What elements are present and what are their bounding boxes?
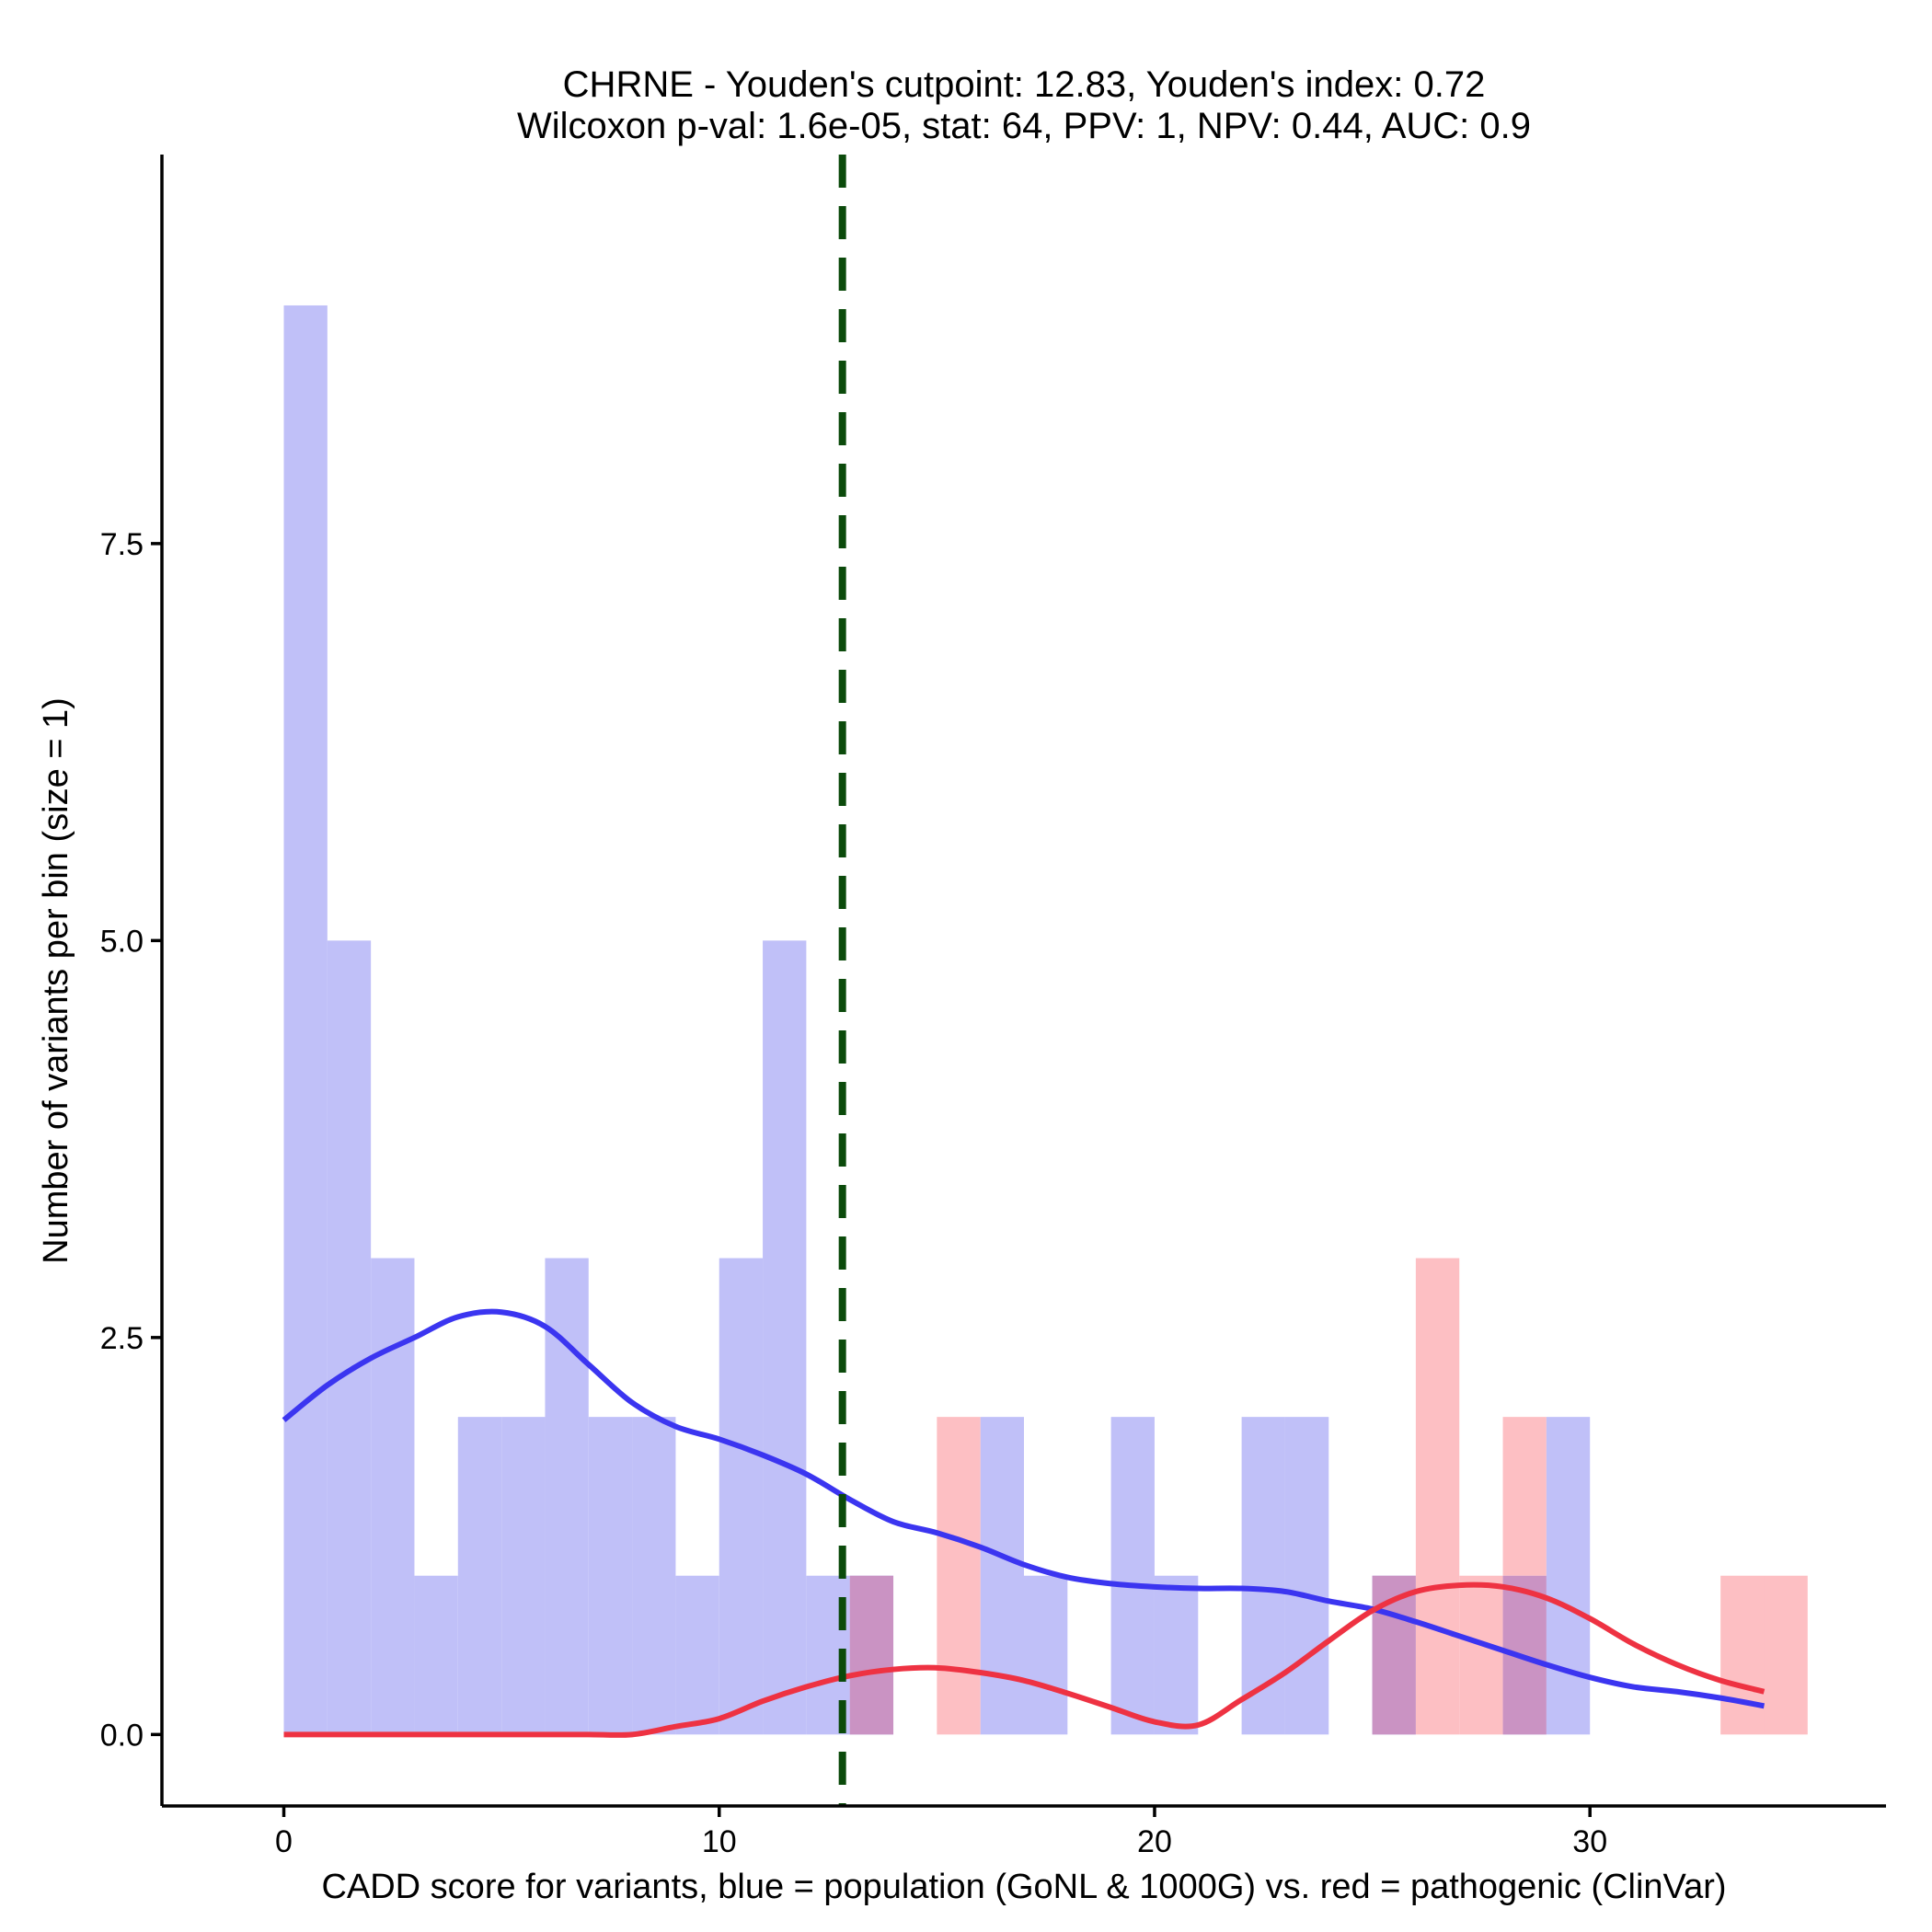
pathogenic-bar: [1415, 1258, 1460, 1735]
overlap-bar: [849, 1575, 894, 1735]
population-bar: [457, 1417, 502, 1735]
population-bar: [980, 1417, 1024, 1735]
y-tick-label: 7.5: [100, 527, 144, 562]
population-bar: [719, 1258, 764, 1735]
population-bar: [675, 1575, 719, 1735]
axes-layer: [160, 155, 1886, 1808]
x-axis-title: CADD score for variants, blue = populati…: [321, 1868, 1726, 1906]
population-bar: [1284, 1417, 1329, 1735]
population-bar: [632, 1417, 676, 1735]
population-bar: [588, 1417, 633, 1735]
pathogenic-bar: [1459, 1575, 1503, 1735]
x-tick-label: 30: [1572, 1824, 1607, 1859]
population-bar: [1024, 1575, 1068, 1735]
x-tick-label: 10: [702, 1824, 737, 1859]
x-tick-label: 20: [1137, 1824, 1172, 1859]
pathogenic-bar: [1502, 1417, 1547, 1576]
pathogenic-bar: [1764, 1575, 1808, 1735]
density-lines-layer: [282, 155, 1765, 1806]
population-bar: [1110, 1417, 1155, 1735]
population-density-line: [282, 1308, 1765, 1709]
bars-layer: [283, 305, 1808, 1735]
chart-title: CHRNE - Youden's cutpoint: 12.83, Youden…: [563, 64, 1486, 105]
population-bar: [1154, 1575, 1199, 1735]
pathogenic-bar: [1720, 1575, 1765, 1735]
chart-subtitle: Wilcoxon p-val: 1.6e-05, stat: 64, PPV: …: [517, 106, 1531, 146]
y-axis-title: Number of variants per bin (size = 1): [37, 697, 75, 1264]
ticks-layer: 0 10 20 30 0.0 2.5 5.0 7.5: [100, 527, 1607, 1859]
population-bar: [763, 940, 807, 1735]
population-bar: [545, 1258, 589, 1735]
population-bar: [371, 1258, 415, 1735]
population-bar: [1241, 1417, 1285, 1735]
x-tick-label: 0: [275, 1824, 293, 1859]
y-tick-label: 0.0: [100, 1718, 144, 1753]
population-bar: [283, 305, 328, 1735]
population-bar: [327, 940, 372, 1735]
pathogenic-bar: [937, 1417, 981, 1735]
population-bar: [1546, 1417, 1591, 1735]
population-bar: [414, 1575, 458, 1735]
y-tick-label: 5.0: [100, 924, 144, 959]
y-tick-label: 2.5: [100, 1321, 144, 1356]
population-bar: [501, 1417, 546, 1735]
pathogenic-density-line: [283, 1581, 1765, 1738]
